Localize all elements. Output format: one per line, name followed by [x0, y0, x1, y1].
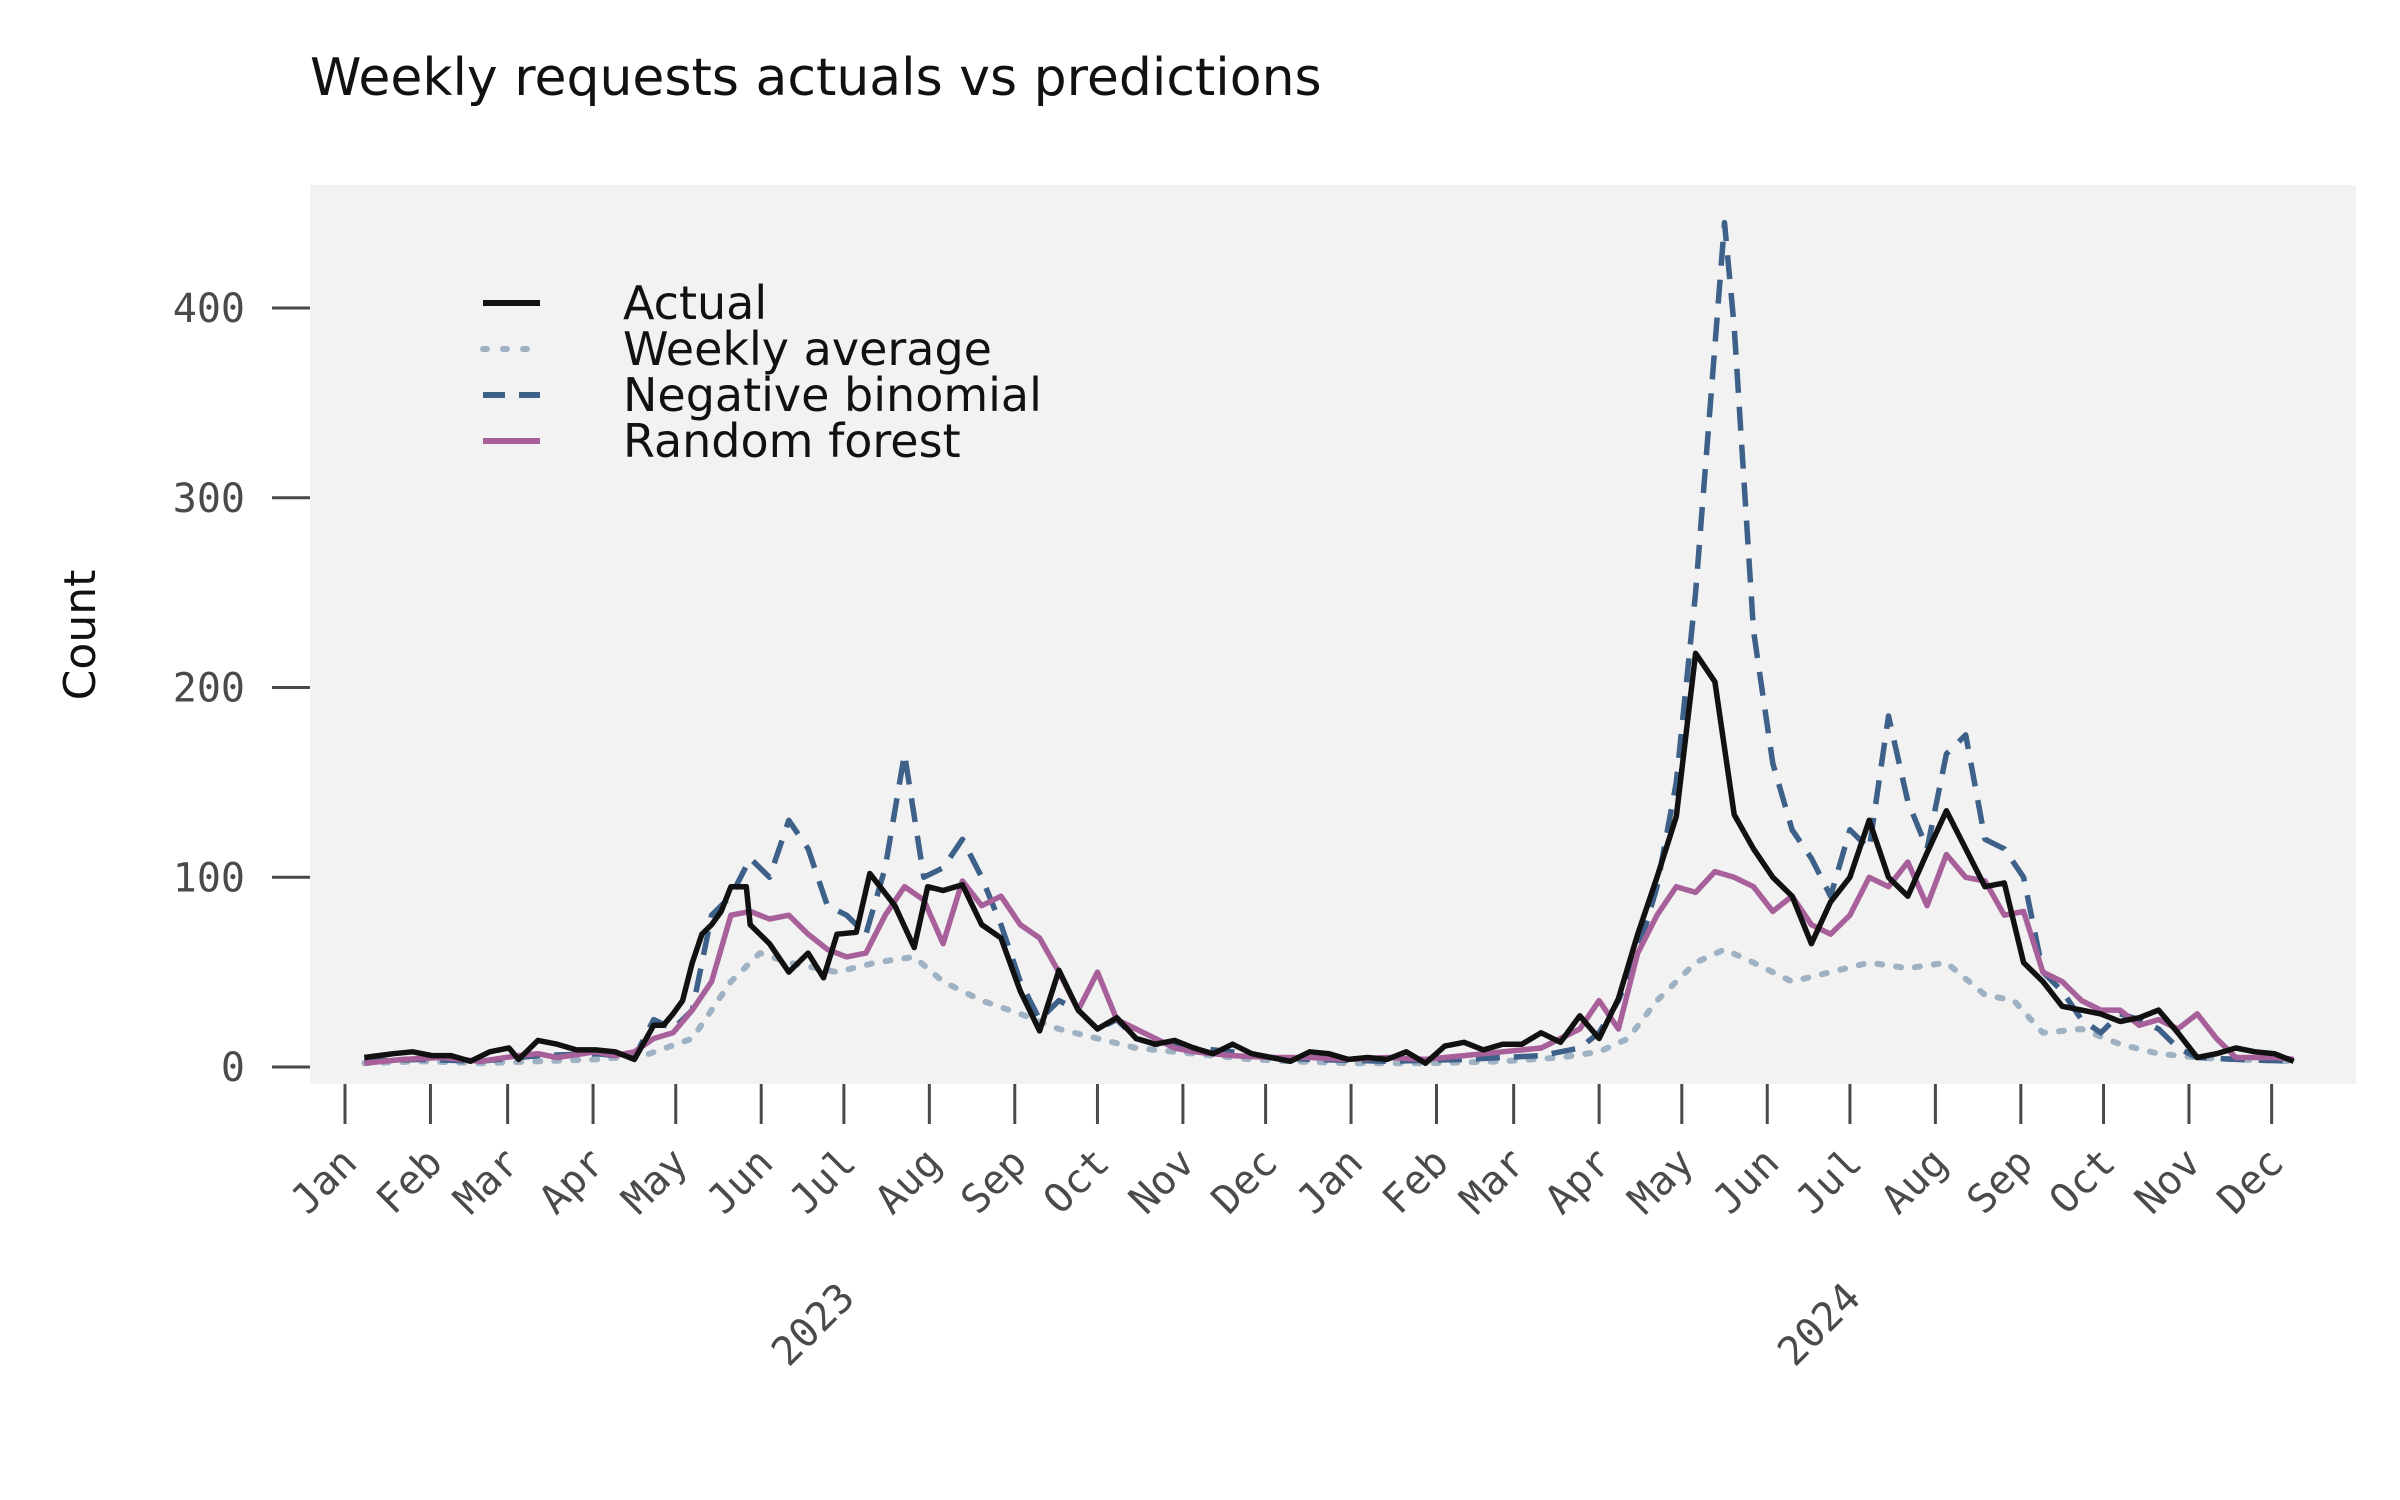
legend-label: Negative binomial [623, 368, 1042, 422]
x-tick-label: Jun [699, 1140, 783, 1224]
x-tick-label: Feb [368, 1140, 452, 1224]
y-tick-label: 300 [173, 476, 245, 522]
y-tick-label: 100 [173, 855, 245, 901]
x-tick-label: Aug [1873, 1140, 1957, 1224]
y-axis-label: Count [55, 570, 106, 701]
year-label: 2023 [763, 1275, 864, 1376]
x-tick-label: Jul [1787, 1140, 1871, 1224]
x-tick-label: Jan [282, 1140, 366, 1224]
x-tick-label: Dec [1203, 1140, 1287, 1224]
x-tick-label: Jun [1705, 1140, 1789, 1224]
year-label: 2024 [1769, 1275, 1870, 1376]
plot-area [310, 185, 2356, 1084]
series-line-actual [363, 650, 2295, 1066]
x-tick-label: Jan [1289, 1140, 1373, 1224]
x-tick-label: Dec [2209, 1140, 2293, 1224]
x-tick-label: Feb [1374, 1140, 1458, 1224]
x-tick-label: Mar [445, 1140, 529, 1224]
x-tick-label: Apr [531, 1140, 615, 1224]
y-axis: 0 100 200 300 400 [173, 286, 310, 1091]
x-tick-label: Nov [2126, 1140, 2210, 1224]
y-tick-label: 400 [173, 286, 245, 332]
y-tick-label: 200 [173, 666, 245, 712]
chart-title: Weekly requests actuals vs predictions [310, 48, 1322, 108]
x-tick-label: Sep [1958, 1140, 2042, 1224]
legend-label: Actual [623, 276, 767, 330]
x-tick-label: May [613, 1140, 697, 1224]
series-line-negative-binomial [364, 219, 2294, 1065]
x-tick-label: Mar [1451, 1140, 1535, 1224]
x-tick-label: Apr [1537, 1140, 1621, 1224]
x-tick-label: Oct [1035, 1140, 1119, 1224]
x-tick-label: Nov [1120, 1140, 1204, 1224]
y-tick-label: 0 [221, 1045, 245, 1091]
x-tick-label: Jul [781, 1140, 865, 1224]
x-tick-label: Aug [867, 1140, 951, 1224]
x-tick-label: May [1619, 1140, 1703, 1224]
x-tick-label: Sep [952, 1140, 1036, 1224]
legend-label: Weekly average [623, 322, 992, 376]
legend-label: Random forest [623, 414, 961, 468]
series-layer [361, 219, 2297, 1067]
x-tick-label: Oct [2041, 1140, 2125, 1224]
